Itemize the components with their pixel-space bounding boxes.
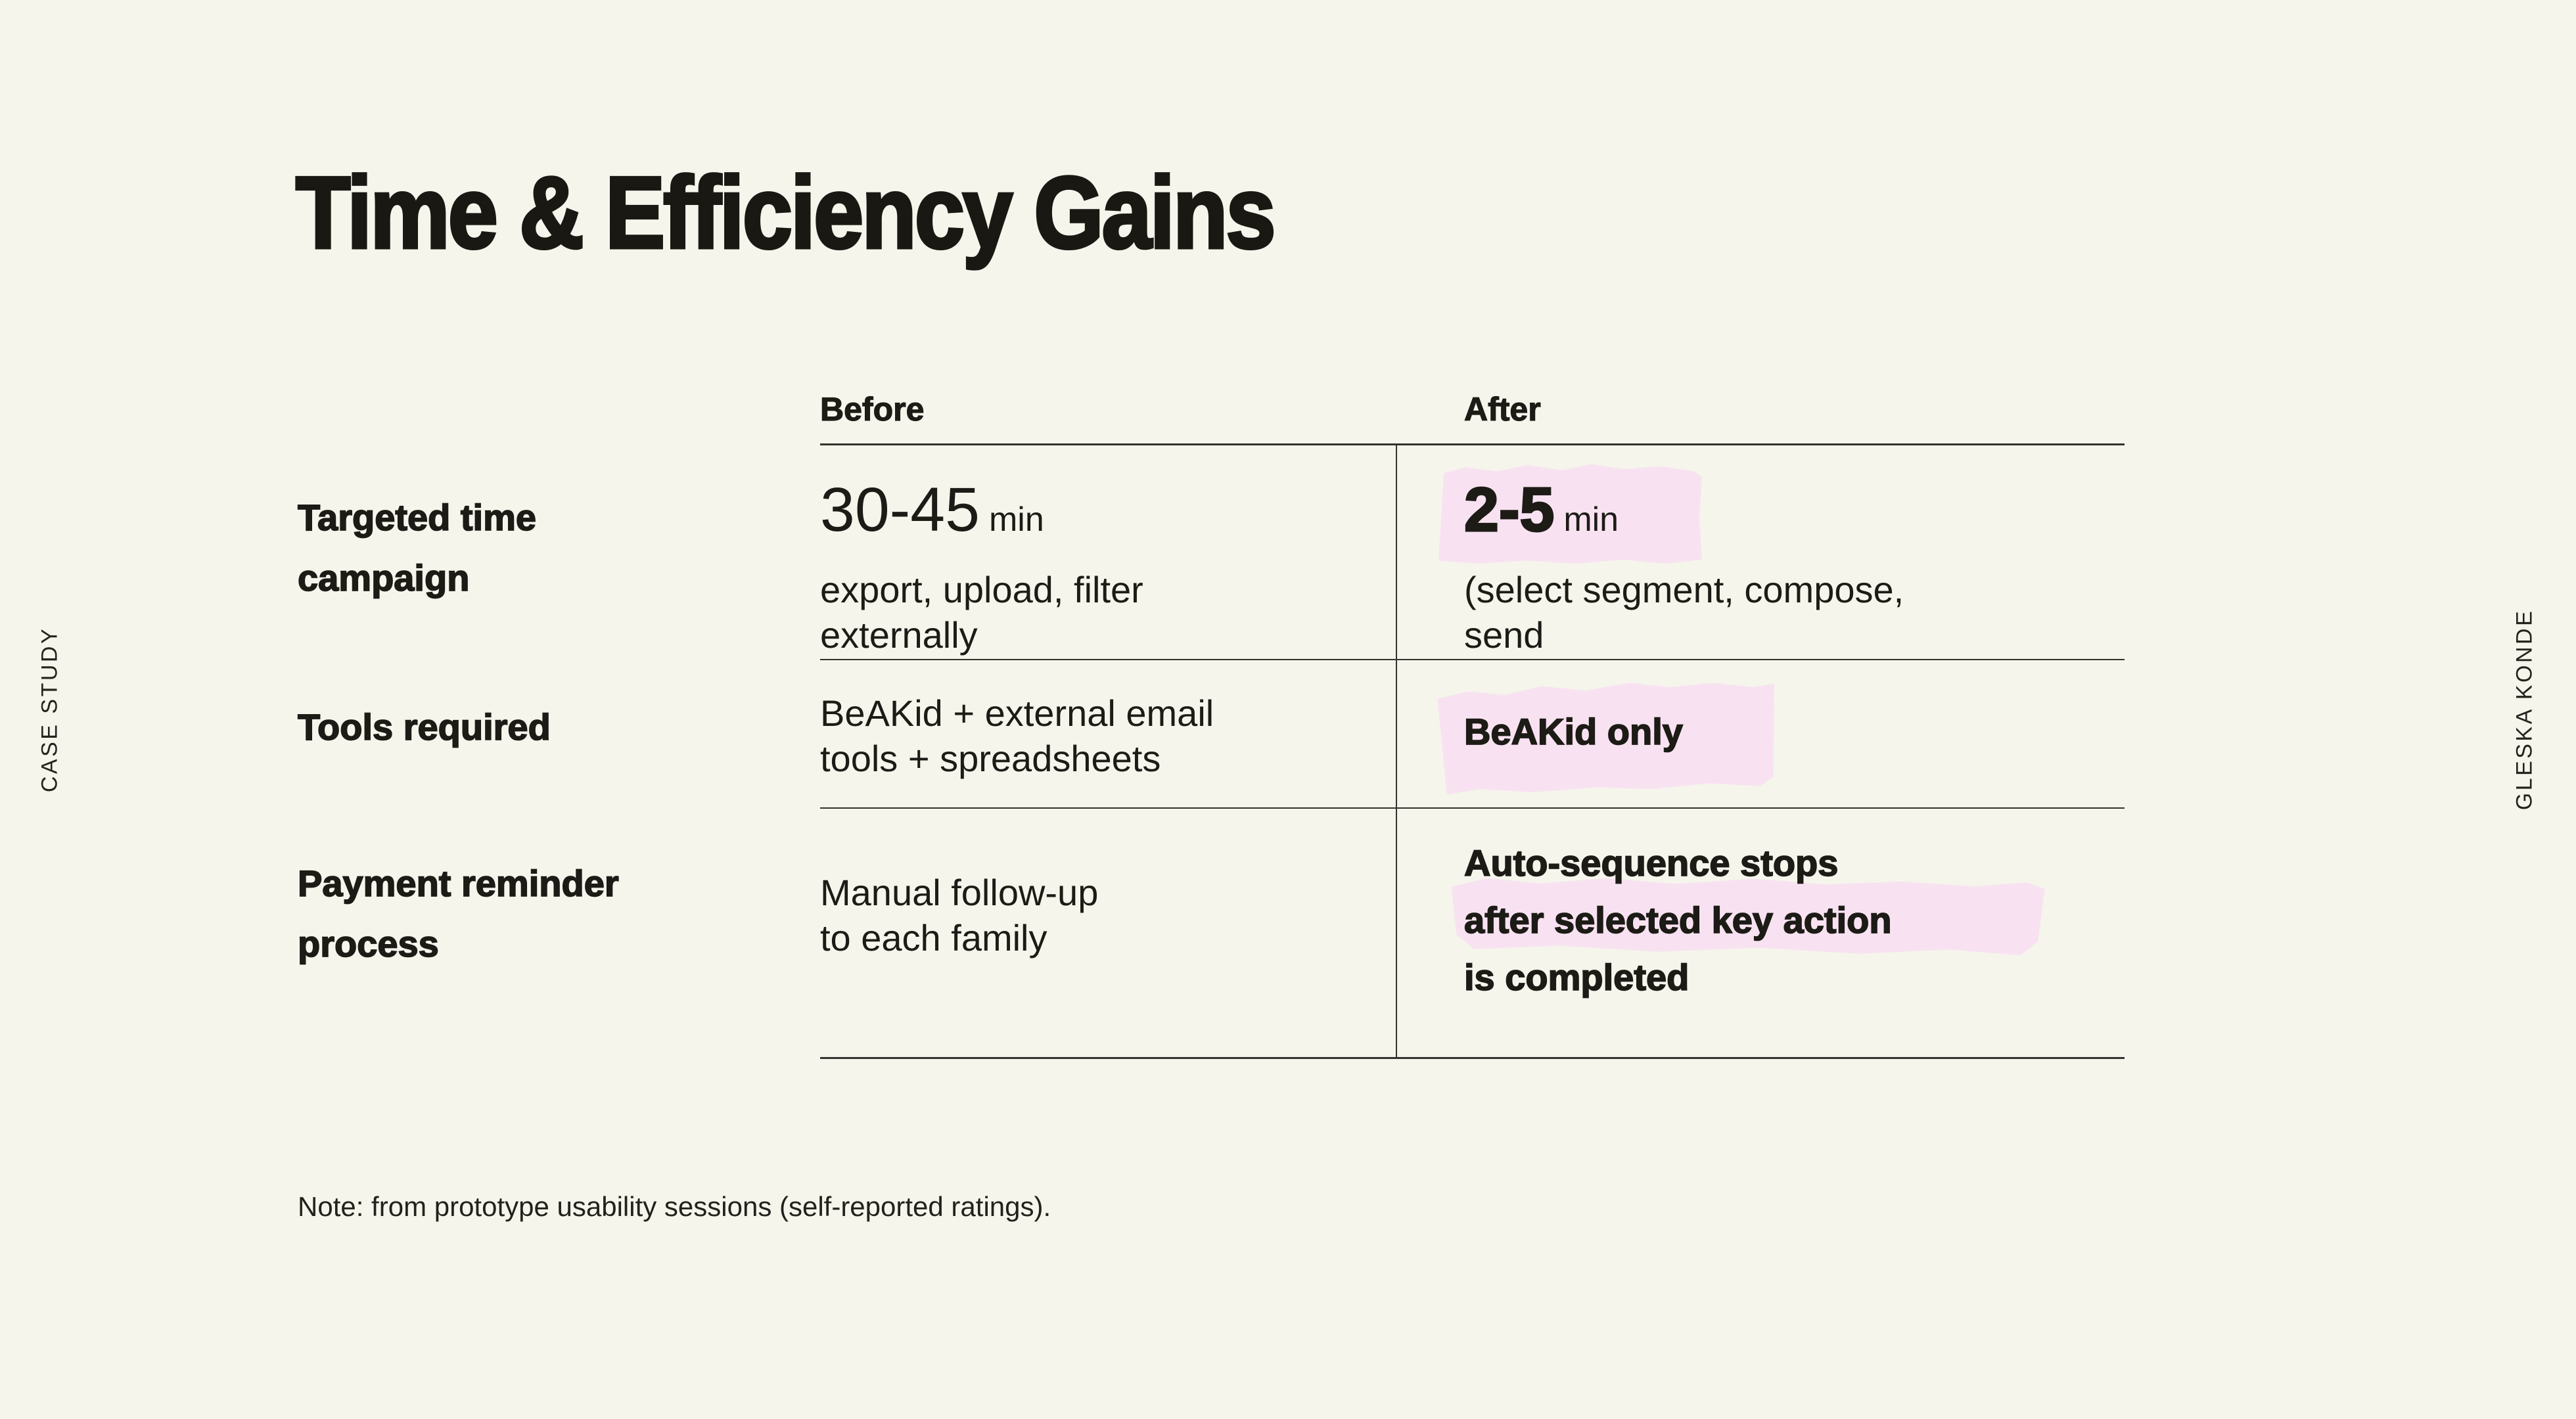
description-line: externally <box>820 614 978 656</box>
description-line: BeAKid + external email <box>820 692 1214 734</box>
column-header-before-label: Before <box>819 391 925 428</box>
cell-after-tools: BeAKid only <box>1396 660 2125 809</box>
column-header-before: Before <box>819 381 1396 445</box>
pink-highlight <box>1438 464 1702 564</box>
description-line: is completed <box>1463 956 1690 999</box>
cell-description: BeAKid only <box>1463 709 2125 754</box>
description-line: to each family <box>820 917 1047 958</box>
row-label-targeted-time-campaign: Targeted time campaign <box>297 445 820 660</box>
row-label-line: campaign <box>297 556 470 599</box>
metric-after-time: 2-5 min <box>1463 473 2125 556</box>
row-label-payment-reminder: Payment reminder process <box>297 809 820 1059</box>
cell-before-payment: Manual follow-up to each family <box>820 809 1396 1059</box>
cell-before-targeted-time: 30-45 min export, upload, filter externa… <box>820 445 1396 660</box>
header-spacer <box>298 381 820 445</box>
row-label-line: process <box>297 922 439 965</box>
column-header-after: After <box>1396 381 2125 445</box>
metric-unit: min <box>1563 501 1619 539</box>
comparison-table: Before After Targeted time campaign 30-4… <box>297 381 2125 1059</box>
row-label-line: Targeted time <box>297 496 537 539</box>
side-label-brand: GLESKA KONDE <box>2512 608 2537 811</box>
metric-value: 30-45 <box>820 475 980 545</box>
description-line: Auto-sequence stops <box>1463 842 1839 884</box>
footnote: Note: from prototype usability sessions … <box>298 1191 1051 1222</box>
cell-description: export, upload, filter externally <box>820 567 1350 658</box>
side-label-case-study: CASE STUDY <box>37 626 62 793</box>
metric-unit: min <box>988 501 1044 539</box>
description-line: tools + spreadsheets <box>820 738 1161 779</box>
row-label-line: Payment reminder <box>297 862 619 905</box>
description-line: (select segment, compose, <box>1464 569 1904 610</box>
row-label-line: Tools required <box>297 706 551 748</box>
description-line: after selected key action <box>1463 899 1892 941</box>
cell-description: Auto-sequence stops after selected key a… <box>1463 834 2125 1006</box>
metric-before-time: 30-45 min <box>820 473 1350 556</box>
cell-after-payment: Auto-sequence stops after selected key a… <box>1396 809 2125 1059</box>
description-line: send <box>1464 614 1544 656</box>
cell-description: Manual follow-up to each family <box>820 870 1350 960</box>
cell-description: (select segment, compose, send <box>1464 567 2125 658</box>
description-line: export, upload, filter <box>820 569 1143 610</box>
description-line: BeAKid only <box>1463 710 1684 753</box>
page-title: Time & Efficiency Gains <box>294 156 1277 269</box>
cell-before-tools: BeAKid + external email tools + spreadsh… <box>820 660 1396 809</box>
description-line: Manual follow-up <box>820 872 1099 913</box>
row-label-tools-required: Tools required <box>297 660 820 809</box>
cell-description: BeAKid + external email tools + spreadsh… <box>820 690 1350 781</box>
column-header-after-label: After <box>1463 391 1541 428</box>
metric-value: 2-5 <box>1463 474 1555 546</box>
cell-after-targeted-time: 2-5 min (select segment, compose, send <box>1396 445 2125 660</box>
